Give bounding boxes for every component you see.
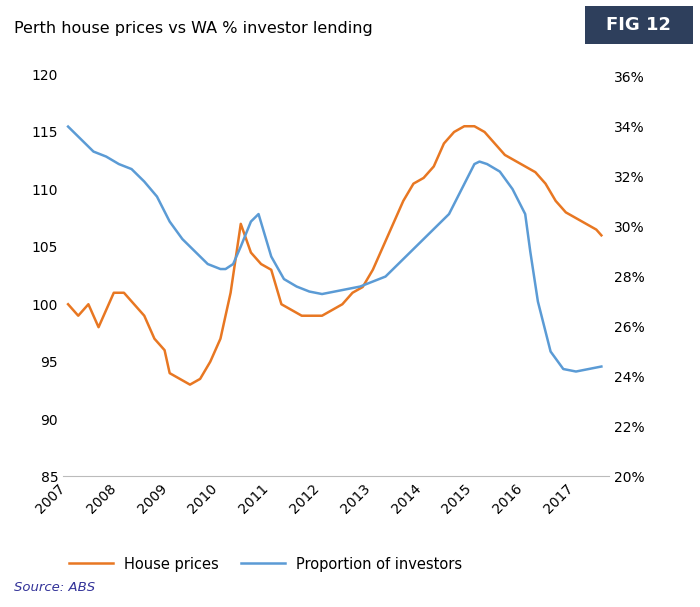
Proportion of investors — [547, 348, 555, 355]
Proportion of investors — [470, 160, 479, 168]
Proportion of investors — [216, 265, 225, 273]
Proportion of investors — [496, 168, 504, 175]
Proportion of investors — [64, 123, 72, 131]
Text: Source: ABS: Source: ABS — [14, 581, 95, 594]
House prices — [328, 307, 337, 314]
Proportion of investors — [204, 260, 212, 268]
House prices — [460, 123, 468, 130]
Proportion of investors — [127, 166, 136, 173]
Proportion of investors — [475, 158, 484, 165]
Proportion of investors — [280, 276, 288, 283]
Proportion of investors — [178, 236, 187, 243]
Proportion of investors — [267, 253, 275, 260]
Proportion of investors — [115, 160, 123, 168]
House prices — [541, 180, 550, 188]
Proportion of investors — [584, 365, 593, 373]
Proportion of investors — [90, 148, 98, 155]
Proportion of investors — [394, 260, 402, 268]
Proportion of investors — [508, 185, 517, 192]
House prices — [140, 312, 148, 319]
Proportion of investors — [483, 160, 491, 168]
Proportion of investors — [521, 211, 529, 218]
Proportion of investors — [419, 236, 428, 243]
Proportion of investors — [165, 218, 174, 225]
Proportion of investors — [102, 153, 111, 160]
Proportion of investors — [318, 290, 326, 297]
House prices — [64, 300, 72, 308]
Proportion of investors — [572, 368, 580, 375]
House prices — [125, 295, 133, 302]
Proportion of investors — [407, 248, 415, 255]
Proportion of investors — [153, 193, 161, 200]
Line: Proportion of investors: Proportion of investors — [68, 127, 601, 371]
Proportion of investors — [254, 211, 262, 218]
Proportion of investors — [432, 223, 440, 230]
Proportion of investors — [369, 278, 377, 285]
Proportion of investors — [76, 135, 85, 143]
Proportion of investors — [229, 260, 237, 268]
Proportion of investors — [140, 178, 148, 185]
Text: Perth house prices vs WA % investor lending: Perth house prices vs WA % investor lend… — [14, 21, 372, 36]
Proportion of investors — [559, 365, 568, 373]
Proportion of investors — [191, 248, 200, 255]
House prices — [369, 266, 377, 273]
Proportion of investors — [597, 363, 606, 370]
Proportion of investors — [305, 288, 314, 295]
House prices — [186, 381, 194, 388]
Text: FIG 12: FIG 12 — [606, 16, 671, 34]
Proportion of investors — [526, 248, 535, 255]
Proportion of investors — [382, 273, 390, 280]
House prices — [216, 335, 225, 342]
Proportion of investors — [356, 283, 364, 290]
Proportion of investors — [221, 265, 230, 273]
Legend: House prices, Proportion of investors: House prices, Proportion of investors — [63, 551, 468, 577]
Proportion of investors — [458, 185, 466, 192]
Proportion of investors — [330, 288, 339, 295]
Proportion of investors — [343, 285, 351, 293]
Proportion of investors — [444, 211, 453, 218]
Proportion of investors — [246, 218, 255, 225]
Proportion of investors — [533, 298, 542, 305]
House prices — [597, 232, 606, 239]
Line: House prices: House prices — [68, 126, 601, 385]
Proportion of investors — [237, 243, 245, 250]
Proportion of investors — [293, 283, 301, 290]
